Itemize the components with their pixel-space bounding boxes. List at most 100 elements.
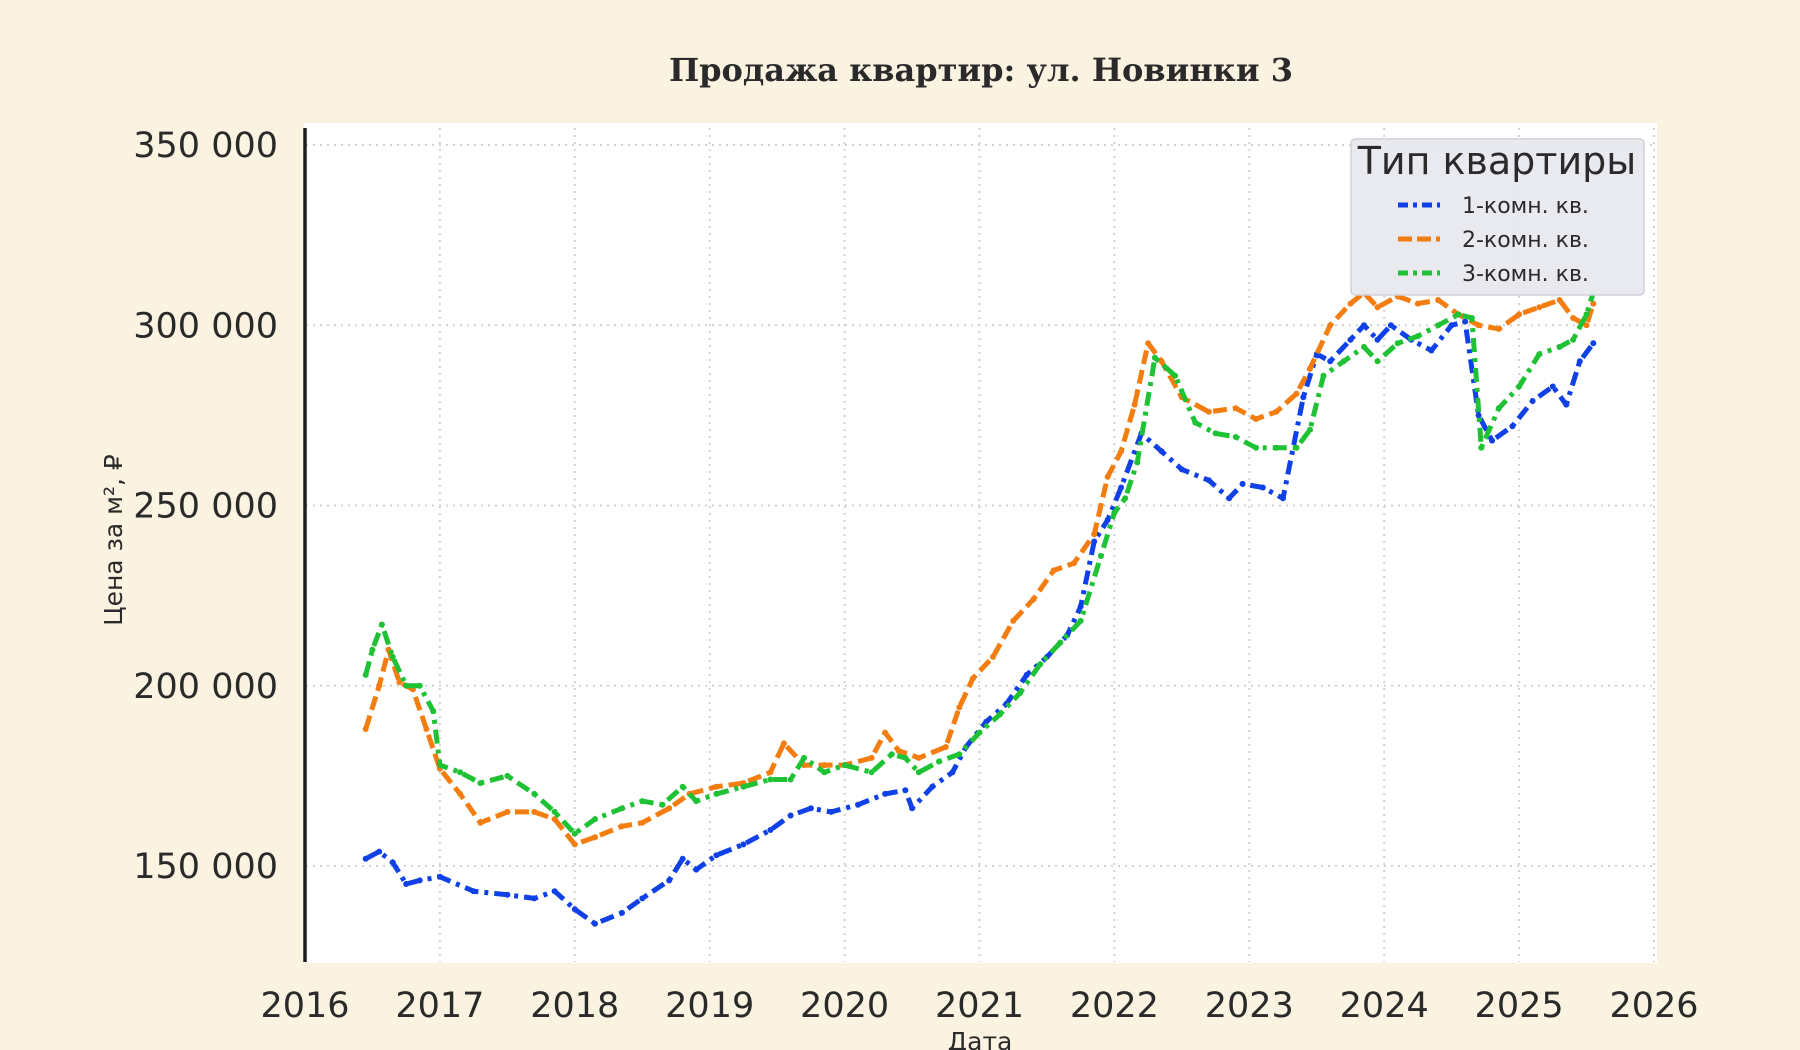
data-point: [1091, 538, 1098, 545]
data-point: [1134, 459, 1141, 466]
data-point: [1145, 340, 1152, 347]
x-tick-label: 2022: [1070, 986, 1159, 1026]
data-point: [1280, 495, 1286, 502]
data-point: [942, 744, 949, 750]
data-point: [1070, 560, 1077, 567]
data-point: [1435, 297, 1442, 303]
data-point: [841, 762, 848, 769]
data-point: [1057, 639, 1064, 646]
data-point: [369, 646, 376, 653]
data-point: [1232, 405, 1239, 412]
data-point: [1205, 408, 1212, 415]
data-point: [1178, 466, 1185, 473]
data-point: [1455, 311, 1462, 318]
data-point: [1475, 322, 1482, 329]
data-point: [1327, 358, 1334, 365]
data-point: [1293, 444, 1300, 451]
data-point: [1118, 484, 1125, 491]
data-point: [713, 783, 720, 790]
data-point: [571, 841, 578, 848]
data-point: [902, 754, 909, 761]
data-point: [1414, 333, 1421, 340]
data-point: [807, 805, 814, 812]
data-point: [1387, 322, 1394, 329]
data-point: [362, 671, 369, 678]
data-point: [362, 726, 369, 732]
data-point: [821, 769, 828, 776]
data-point: [1118, 448, 1125, 455]
data-point: [1037, 661, 1044, 668]
data-point: [1030, 596, 1037, 603]
data-point: [1307, 426, 1313, 433]
data-point: [1361, 322, 1367, 329]
data-point: [504, 772, 511, 779]
data-point: [882, 729, 889, 736]
data-point: [1347, 300, 1354, 307]
data-point: [416, 682, 423, 689]
data-point: [1111, 509, 1118, 516]
data-point: [713, 790, 720, 797]
data-point: [767, 776, 774, 783]
data-point: [531, 808, 538, 815]
data-point: [389, 653, 396, 660]
data-point: [457, 790, 464, 797]
data-point: [1253, 444, 1259, 451]
data-point: [740, 783, 747, 790]
y-tick-labels: 150 000 200 000 250 000 300 000 350 000: [133, 126, 278, 887]
data-point: [666, 877, 673, 884]
data-point: [990, 653, 996, 660]
data-point: [592, 920, 598, 927]
data-point: [1361, 343, 1367, 350]
x-tick-label: 2020: [800, 986, 889, 1026]
data-point: [1590, 340, 1597, 347]
x-tick-label: 2025: [1475, 986, 1564, 1026]
legend-label: 3-комн. кв.: [1462, 262, 1589, 287]
data-point: [767, 769, 774, 776]
data-point: [956, 751, 963, 758]
data-point: [1050, 567, 1057, 574]
data-point: [436, 762, 443, 769]
data-point: [470, 888, 477, 895]
x-tick-label: 2019: [665, 986, 754, 1026]
x-tick-label: 2017: [395, 986, 484, 1026]
x-tick-label: 2023: [1205, 986, 1294, 1026]
data-point: [619, 909, 625, 916]
data-point: [902, 787, 909, 794]
data-point: [551, 816, 558, 823]
data-point: [1205, 477, 1212, 484]
data-point: [619, 805, 625, 812]
data-point: [909, 805, 916, 812]
data-point: [915, 754, 922, 761]
data-point: [1475, 412, 1482, 419]
data-point: [1273, 444, 1280, 451]
data-point: [767, 827, 774, 833]
data-point: [457, 769, 464, 776]
data-point: [1158, 358, 1165, 365]
data-point: [1320, 372, 1327, 379]
data-point: [1253, 416, 1259, 422]
data-point: [915, 769, 922, 776]
data-point: [1017, 690, 1023, 696]
data-point: [376, 682, 383, 689]
data-point: [1529, 398, 1536, 404]
y-tick-label: 350 000: [133, 126, 278, 166]
y-axis-label: Цена за м², ₽: [99, 454, 128, 626]
data-point: [1104, 516, 1111, 523]
legend-label: 2-комн. кв.: [1462, 228, 1589, 253]
data-point: [1307, 365, 1313, 372]
data-point: [1556, 343, 1563, 350]
x-tick-label: 2016: [260, 986, 349, 1026]
data-point: [787, 776, 794, 783]
data-point: [1293, 390, 1300, 397]
legend-box: [1350, 138, 1645, 296]
data-point: [976, 729, 983, 736]
legend-label: 1-комн. кв.: [1462, 194, 1589, 219]
data-point: [679, 855, 686, 862]
data-point: [1570, 336, 1577, 343]
legend-title: Тип квартиры: [1357, 139, 1637, 183]
data-point: [376, 848, 383, 855]
data-point: [1300, 394, 1307, 401]
y-tick-label: 250 000: [133, 487, 278, 527]
data-point: [403, 682, 410, 689]
